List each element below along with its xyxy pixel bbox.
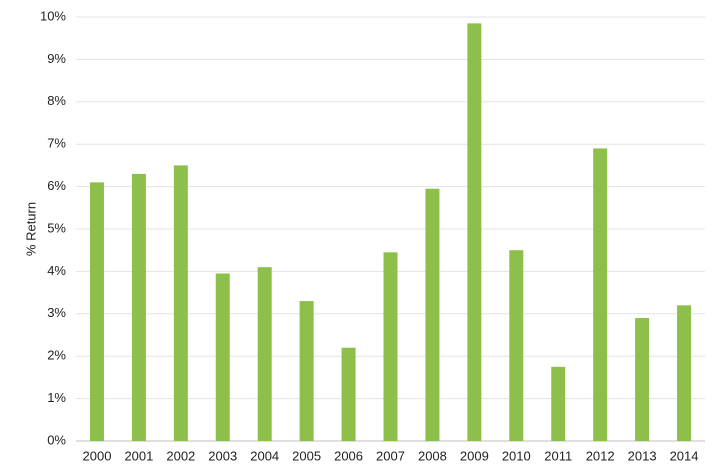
bar <box>593 148 608 441</box>
bar <box>509 250 524 441</box>
bar <box>467 23 482 442</box>
x-tick-label: 2001 <box>124 448 153 463</box>
y-tick-label: 5% <box>47 220 66 235</box>
y-tick-label: 0% <box>47 432 66 447</box>
x-tick-label: 2010 <box>502 448 531 463</box>
bar <box>425 188 440 441</box>
bar <box>383 252 398 441</box>
x-tick-label: 2000 <box>83 448 112 463</box>
y-tick-label: 2% <box>47 348 66 363</box>
x-tick-label: 2003 <box>208 448 237 463</box>
bar <box>89 182 104 442</box>
y-tick-label: 6% <box>47 178 66 193</box>
y-tick-label: 1% <box>47 390 66 405</box>
x-tick-label: 2013 <box>628 448 657 463</box>
x-tick-label: 2014 <box>670 448 699 463</box>
y-tick-label: 8% <box>47 93 66 108</box>
bar <box>173 165 188 441</box>
y-tick-label: 3% <box>47 305 66 320</box>
bar <box>257 267 272 441</box>
x-tick-label: 2009 <box>460 448 489 463</box>
y-axis-label: % Return <box>23 202 38 256</box>
x-tick-label: 2007 <box>376 448 405 463</box>
bar <box>215 273 230 441</box>
x-tick-label: 2002 <box>166 448 195 463</box>
bar <box>677 305 692 441</box>
x-tick-label: 2012 <box>586 448 615 463</box>
bar <box>551 366 566 441</box>
x-tick-label: 2004 <box>250 448 279 463</box>
y-tick-label: 4% <box>47 263 66 278</box>
x-tick-label: 2006 <box>334 448 363 463</box>
x-tick-label: 2008 <box>418 448 447 463</box>
bar <box>341 347 356 441</box>
bar <box>131 173 146 441</box>
bar <box>635 318 650 441</box>
y-tick-label: 7% <box>47 136 66 151</box>
x-tick-label: 2011 <box>544 448 572 463</box>
y-tick-label: 10% <box>40 8 66 23</box>
y-tick-label: 9% <box>47 51 66 66</box>
bar <box>299 301 314 441</box>
x-tick-label: 2005 <box>292 448 321 463</box>
